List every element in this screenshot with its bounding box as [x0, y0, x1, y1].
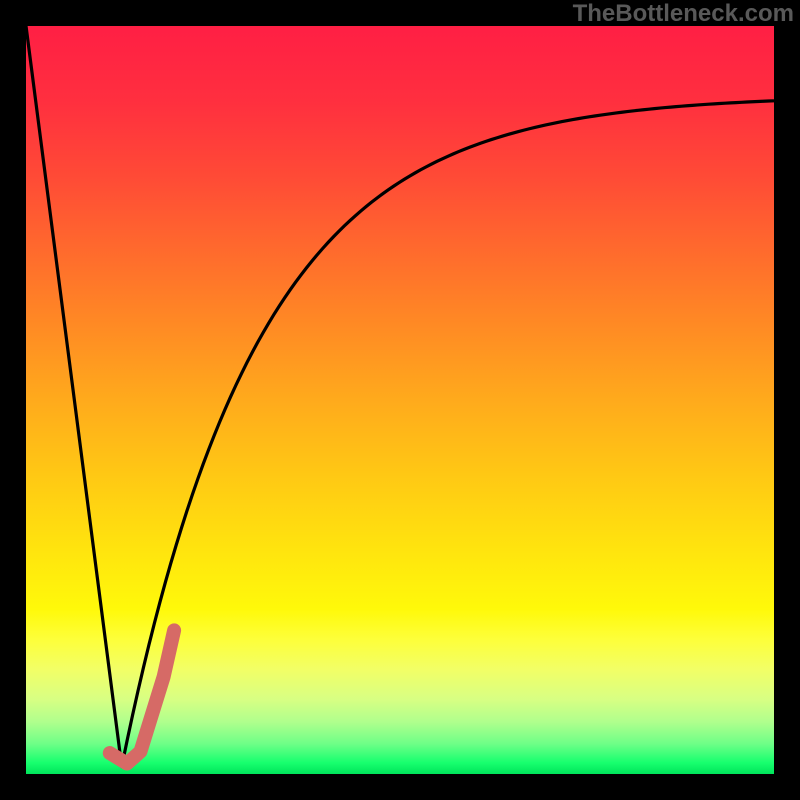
gradient-background: [26, 26, 774, 774]
watermark-text: TheBottleneck.com: [573, 0, 794, 28]
chart-root: TheBottleneck.com: [0, 0, 800, 800]
chart-svg: [0, 0, 800, 800]
